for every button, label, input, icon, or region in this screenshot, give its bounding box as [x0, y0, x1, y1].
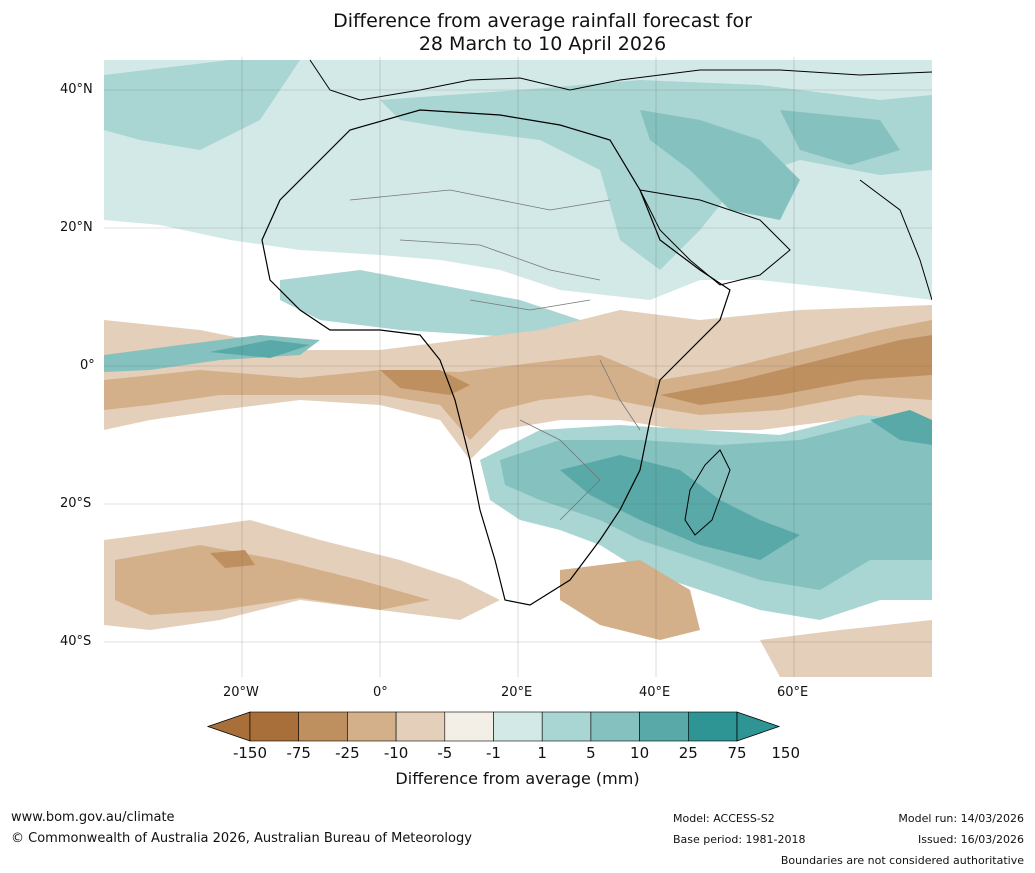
colorbar-tick-label: -150 — [232, 744, 268, 762]
lon-label-20w: 20°W — [223, 685, 259, 700]
title-line-1: Difference from average rainfall forecas… — [333, 10, 752, 32]
colorbar-segment — [639, 711, 689, 742]
colorbar-extend-low — [206, 711, 251, 742]
colorbar-tick-label: -10 — [383, 744, 409, 762]
lon-label-0: 0° — [373, 685, 388, 700]
colorbar-segment — [687, 711, 738, 742]
footer-issued: Issued: 16/03/2026 — [917, 833, 1024, 846]
colorbar-title: Difference from average (mm) — [395, 769, 640, 788]
footer-model: Model: ACCESS-S2 — [673, 812, 775, 825]
lat-label-20s: 20°S — [60, 496, 92, 511]
title-line-2: 28 March to 10 April 2026 — [418, 33, 667, 55]
colorbar-segment — [541, 711, 592, 742]
colorbar-tick-label: 25 — [678, 744, 698, 762]
colorbar-tick-label: -5 — [437, 744, 453, 762]
lon-label-40e: 40°E — [639, 685, 671, 700]
colorbar-segment — [395, 711, 446, 742]
colorbar-tick-label: -75 — [286, 744, 311, 762]
lat-label-40n: 40°N — [60, 82, 93, 97]
colorbar — [206, 711, 781, 742]
footer-base-period: Base period: 1981-2018 — [673, 833, 806, 846]
colorbar-extend-high — [736, 711, 781, 742]
footer-copyright: © Commonwealth of Australia 2026, Austra… — [11, 831, 472, 846]
lat-label-40s: 40°S — [60, 634, 92, 649]
chart-title: Difference from average rainfall forecas… — [0, 10, 1035, 56]
colorbar-tick-label: -1 — [486, 744, 501, 762]
footer-model-run: Model run: 14/03/2026 — [898, 812, 1024, 825]
colorbar-tick-label: 10 — [630, 744, 650, 762]
footer-website: www.bom.gov.au/climate — [11, 810, 175, 825]
colorbar-segment — [493, 711, 543, 742]
colorbar-segment — [590, 711, 640, 742]
map-field — [104, 57, 932, 677]
lat-label-20n: 20°N — [60, 220, 93, 235]
colorbar-tick-label: 75 — [727, 744, 747, 762]
colorbar-segment — [347, 711, 397, 742]
colorbar-segment — [249, 711, 300, 742]
colorbar-segment — [298, 711, 348, 742]
footer-disclaimer: Boundaries are not considered authoritat… — [780, 854, 1024, 867]
colorbar-tick-label: -25 — [335, 744, 360, 762]
colorbar-tick-label: 5 — [586, 744, 596, 762]
lat-label-0: 0° — [80, 358, 95, 373]
colorbar-tick-label: 1 — [537, 744, 547, 762]
lon-label-60e: 60°E — [777, 685, 809, 700]
lon-label-20e: 20°E — [501, 685, 533, 700]
colorbar-segment — [444, 711, 494, 742]
colorbar-tick-label: 150 — [771, 744, 800, 762]
